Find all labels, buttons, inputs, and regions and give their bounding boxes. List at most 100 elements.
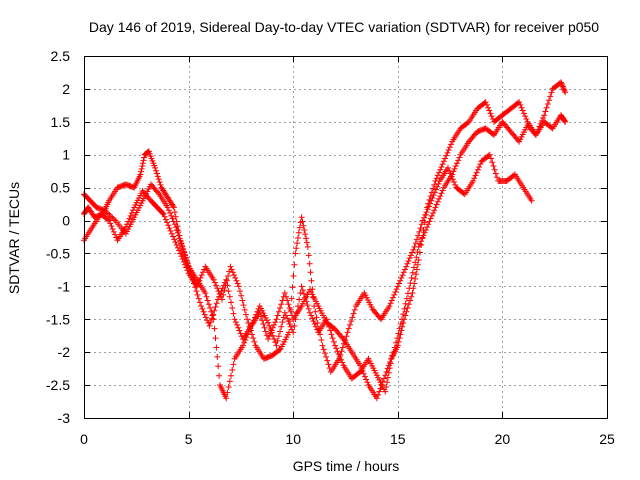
data-point (314, 320, 321, 327)
data-point (392, 289, 399, 296)
data-point (237, 330, 244, 337)
data-point (379, 378, 386, 385)
data-point (243, 334, 250, 341)
data-point (202, 314, 209, 321)
data-point (450, 178, 457, 185)
data-point (449, 176, 456, 183)
data-point (477, 161, 484, 168)
data-point (418, 238, 425, 245)
data-point (395, 330, 402, 337)
data-point (473, 169, 480, 176)
data-point (294, 234, 301, 241)
data-point (267, 330, 274, 337)
data-point (176, 235, 183, 242)
data-point (388, 297, 395, 304)
data-point (224, 389, 231, 396)
data-point (310, 294, 317, 301)
data-point (177, 238, 184, 245)
data-point (180, 246, 187, 253)
data-point (152, 164, 159, 171)
data-point (528, 197, 535, 204)
data-point (311, 320, 318, 327)
data-point (271, 321, 278, 328)
data-point (130, 207, 137, 214)
data-point (292, 250, 299, 257)
data-point (229, 304, 236, 311)
data-point (273, 316, 280, 323)
data-point (183, 257, 190, 264)
data-point (488, 113, 495, 120)
data-point (433, 186, 440, 193)
data-point (341, 340, 348, 347)
data-point (112, 231, 119, 238)
data-point (232, 319, 239, 326)
data-point (561, 87, 568, 94)
data-point (445, 147, 452, 154)
data-point (384, 365, 391, 372)
data-point (398, 316, 405, 323)
data-point (199, 269, 206, 276)
data-point (138, 165, 145, 172)
data-point (491, 166, 498, 173)
data-point (210, 276, 217, 283)
data-point (346, 321, 353, 328)
data-point (311, 303, 318, 310)
data-point (238, 292, 245, 299)
data-point (170, 202, 177, 209)
data-point (212, 335, 219, 342)
data-point (174, 229, 181, 236)
data-point (231, 272, 238, 279)
data-point (483, 101, 490, 108)
data-point (433, 175, 440, 182)
data-point (432, 204, 439, 211)
data-point (522, 113, 529, 120)
data-point (428, 197, 435, 204)
data-point (139, 163, 146, 170)
data-point (275, 333, 282, 340)
data-point (482, 99, 489, 106)
data-point (444, 149, 451, 156)
data-point (421, 229, 428, 236)
data-point (488, 155, 495, 162)
data-point (229, 367, 236, 374)
data-point (343, 333, 350, 340)
data-point (408, 274, 415, 281)
data-point (182, 261, 189, 268)
data-point (138, 168, 145, 175)
data-point (359, 367, 366, 374)
data-point (440, 158, 447, 165)
data-point (395, 338, 402, 345)
data-point (213, 344, 220, 351)
data-point (452, 181, 459, 188)
data-point (166, 225, 173, 232)
data-point (106, 217, 113, 224)
y-tick-label: -1 (58, 278, 71, 294)
data-point (128, 210, 135, 217)
data-point (414, 249, 421, 256)
data-point (164, 219, 171, 226)
data-point (415, 232, 422, 239)
data-point (304, 243, 311, 250)
data-point (413, 254, 420, 261)
data-point (516, 99, 523, 106)
data-point (438, 190, 445, 197)
data-point (245, 320, 252, 327)
data-point (307, 269, 314, 276)
data-point (399, 272, 406, 279)
data-point (308, 277, 315, 284)
data-point (333, 345, 340, 352)
data-point (320, 346, 327, 353)
data-point (394, 283, 401, 290)
data-point (225, 288, 232, 295)
data-point (272, 319, 279, 326)
data-point (486, 151, 493, 158)
data-point (391, 344, 398, 351)
data-point (408, 293, 415, 300)
data-point (225, 273, 232, 280)
data-point (351, 306, 358, 313)
data-point (422, 211, 429, 218)
data-point (299, 218, 306, 225)
y-tick-label: -0.5 (46, 245, 70, 261)
data-point (430, 192, 437, 199)
x-axis-label: GPS time / hours (293, 458, 400, 474)
